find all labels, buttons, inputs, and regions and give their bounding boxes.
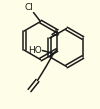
Text: S: S xyxy=(54,29,59,38)
Text: HO: HO xyxy=(29,46,42,55)
Text: Cl: Cl xyxy=(24,3,33,12)
